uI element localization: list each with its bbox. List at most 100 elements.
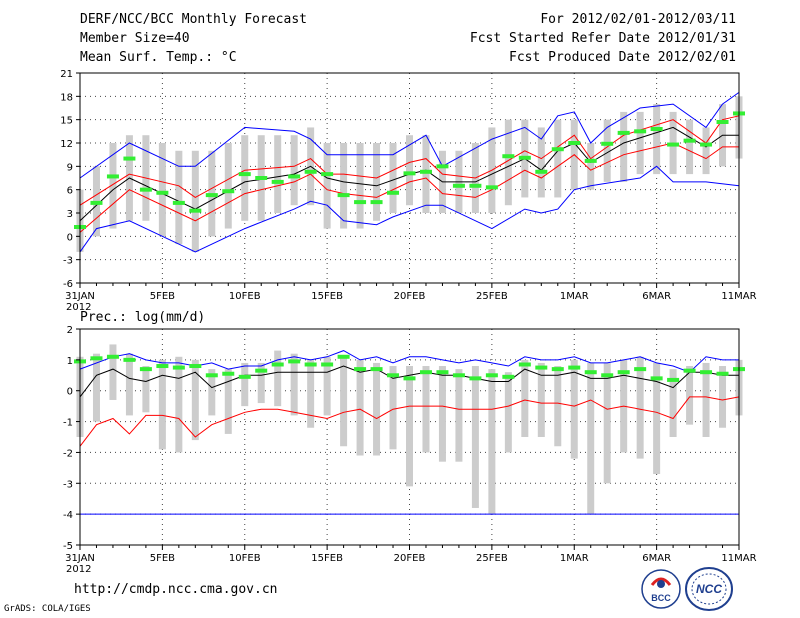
precip-spread-box xyxy=(191,359,199,441)
precip-median-mark xyxy=(419,370,432,375)
precip-median-mark xyxy=(288,359,301,364)
precip-xtick-label: 15FEB xyxy=(311,553,343,564)
precip-median-mark xyxy=(485,373,498,378)
precip-median-mark xyxy=(617,370,630,375)
temp-median-mark xyxy=(469,183,482,188)
temp-xtick-label: 20FEB xyxy=(394,291,426,302)
temp-spread-box xyxy=(340,143,348,229)
precip-panel: -5 -4 -3 -2 -1 0 1 2 31JAN 5FEB 10FEB 15FEB 20FEB 25F… xyxy=(63,310,757,575)
precip-median-mark xyxy=(535,365,548,370)
precip-spread-box xyxy=(307,359,315,428)
precip-xtick-label: 1MAR xyxy=(560,553,589,564)
precip-median-mark xyxy=(700,370,713,375)
source-url[interactable]: http://cmdp.ncc.cma.gov.cn xyxy=(74,582,278,597)
precip-xtick-label: 11MAR xyxy=(721,553,756,564)
precip-xtick-label: 31JAN xyxy=(65,553,95,564)
precip-median-mark xyxy=(469,376,482,381)
temp-spread-box xyxy=(241,135,249,221)
precip-spread-box xyxy=(570,359,578,459)
precip-median-mark xyxy=(551,367,564,372)
temp-line-ensemble-mean xyxy=(79,126,739,222)
precip-median-mark xyxy=(255,368,268,373)
precip-median-mark xyxy=(123,357,136,362)
precip-median-mark xyxy=(601,373,614,378)
precip-median-mark xyxy=(354,367,367,372)
precip-xtick-label: 20FEB xyxy=(394,553,426,564)
precip-spread-box xyxy=(340,356,348,447)
temp-xtick-label: 11MAR xyxy=(721,291,756,302)
temp-xtick-label: 15FEB xyxy=(311,291,343,302)
bcc-logo-text: BCC xyxy=(651,593,671,603)
temp-median-mark xyxy=(139,187,152,192)
temp-median-mark xyxy=(568,141,581,145)
temp-median-mark xyxy=(304,169,317,174)
precip-median-mark xyxy=(436,370,449,375)
temp-line-upper-spread xyxy=(79,115,740,206)
precip-spread-box xyxy=(554,366,562,447)
temp-median-mark xyxy=(650,127,663,131)
precip-median-mark xyxy=(502,374,515,379)
temp-spread-box xyxy=(389,143,397,213)
precip-spread-box xyxy=(224,369,232,434)
precip-spread-box xyxy=(422,366,430,453)
temp-spread-box xyxy=(290,135,298,206)
temp-median-mark xyxy=(321,172,334,177)
temp-median-mark xyxy=(255,176,268,180)
precip-spread-box xyxy=(208,369,216,416)
precip-median-mark xyxy=(387,373,400,378)
precip-spread-box xyxy=(373,362,381,456)
temp-spread-box xyxy=(554,119,562,198)
started-date: Fcst Started Refer Date 2012/01/31 xyxy=(469,31,736,46)
temp-spread-box xyxy=(158,143,166,237)
temp-xtick-label: 6MAR xyxy=(642,291,671,302)
temp-median-mark xyxy=(189,208,202,213)
precip-spread-box xyxy=(257,362,265,404)
precip-median-mark xyxy=(156,364,169,369)
temp-ytick-label: 15 xyxy=(60,116,73,127)
precip-median-mark xyxy=(90,356,103,361)
temp-median-mark xyxy=(172,200,185,205)
precip-ytick-label: -4 xyxy=(63,510,73,521)
produced-date: Fcst Produced Date 2012/02/01 xyxy=(509,50,736,65)
temp-median-mark xyxy=(387,190,400,195)
precip-year-label: 2012 xyxy=(66,564,91,575)
temp-spread-box xyxy=(274,135,282,213)
temp-median-mark xyxy=(222,189,235,194)
precip-median-mark xyxy=(716,371,729,376)
precip-median-mark xyxy=(452,373,465,378)
temp-ytick-label: 0 xyxy=(67,232,73,243)
precip-spread-box xyxy=(521,359,529,437)
precip-spread-box xyxy=(323,356,331,416)
member-size: Member Size=40 xyxy=(80,31,190,46)
temp-spread-box xyxy=(636,111,644,175)
temp-spread-box xyxy=(373,143,381,221)
precip-median-mark xyxy=(370,367,383,372)
precip-ytick-label: -3 xyxy=(63,479,73,490)
precip-ytick-label: 1 xyxy=(67,356,73,367)
grads-credit: GrADS: COLA/IGES xyxy=(4,604,91,614)
precip-spread-box xyxy=(356,359,364,456)
temp-median-mark xyxy=(634,129,647,134)
temp-median-mark xyxy=(584,158,597,163)
temp-median-mark xyxy=(205,193,218,198)
precip-median-mark xyxy=(337,354,350,359)
temp-ytick-label: 9 xyxy=(67,162,73,173)
temp-median-mark xyxy=(156,190,169,195)
temp-spread-box xyxy=(356,143,364,229)
temp-line-ensemble-min xyxy=(79,165,740,253)
temp-median-mark xyxy=(535,169,548,174)
temp-median-mark xyxy=(518,155,531,160)
precip-median-mark xyxy=(321,362,334,367)
temp-median-mark xyxy=(370,200,383,205)
precip-spread-box xyxy=(603,362,611,484)
temp-xtick-label: 25FEB xyxy=(476,291,508,302)
precip-median-mark xyxy=(568,365,581,370)
temp-spread-box xyxy=(191,150,199,252)
temp-median-mark xyxy=(337,193,350,198)
precip-spread-box xyxy=(241,362,249,407)
precip-spread-box xyxy=(175,356,183,453)
precip-median-mark xyxy=(650,376,663,381)
precip-spread-box xyxy=(290,353,298,416)
forecast-period: For 2012/02/01-2012/03/11 xyxy=(540,12,736,27)
precip-median-mark xyxy=(238,374,251,379)
